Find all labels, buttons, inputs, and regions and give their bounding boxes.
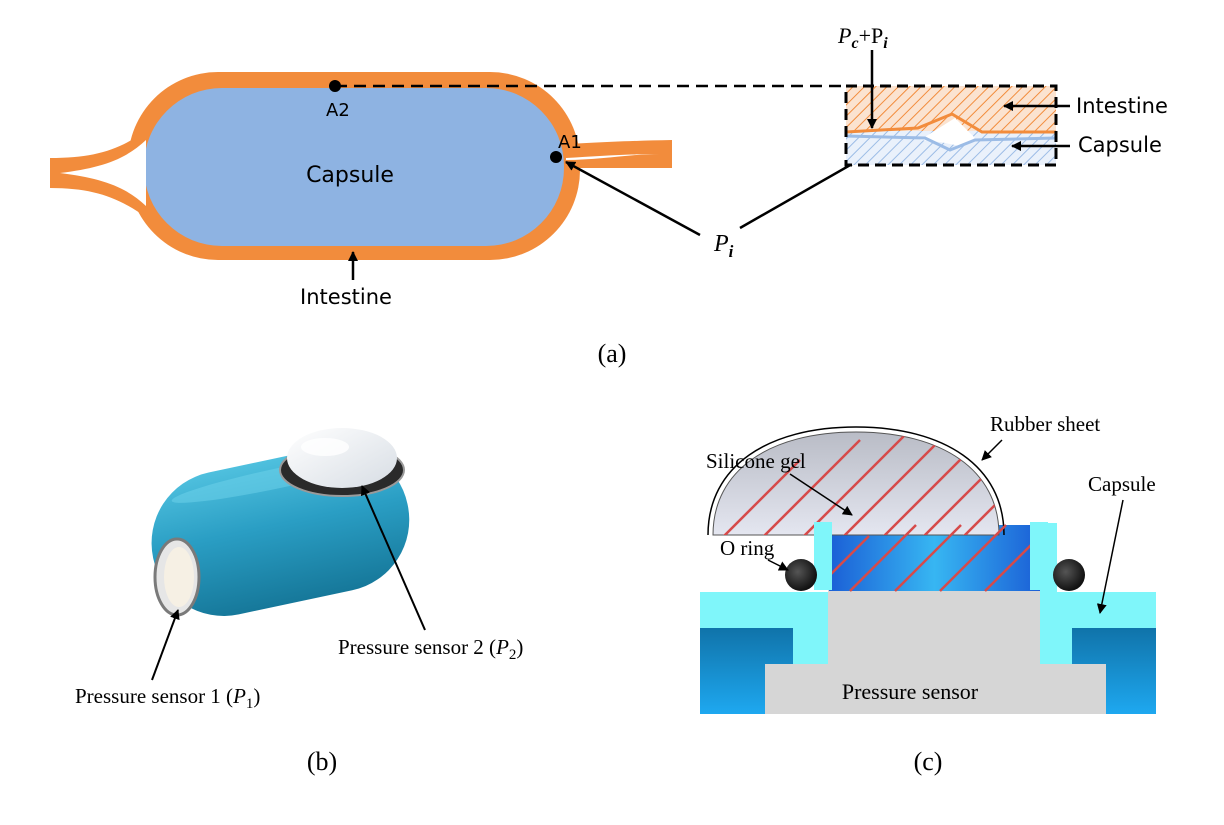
silicone-gel-label: Silicone gel (706, 449, 806, 473)
rubber-sheet-outline (707, 426, 1005, 536)
capsule-arrow-c (1096, 499, 1124, 614)
o-ring-right (1053, 559, 1085, 591)
intestine-right-tube (555, 140, 672, 168)
inset-detail: Pc+Pi Intestine Capsule (837, 23, 1168, 167)
inset-capsule-label: Capsule (1078, 133, 1162, 157)
capsule-label-c: Capsule (1088, 472, 1156, 496)
o-ring-left (785, 559, 817, 591)
point-a2-label: A2 (326, 100, 350, 121)
silicone-gel-arrow (789, 473, 853, 516)
pressure-sensor-2-dome (287, 428, 397, 488)
sensor-1-arrow (151, 609, 180, 681)
pressure-sensor-1-face (164, 547, 194, 607)
left-gap (60, 140, 146, 206)
rubber-sheet-arrow (981, 439, 1003, 461)
intestine-label: Intestine (300, 285, 392, 309)
inset-intestine-label: Intestine (1076, 94, 1168, 118)
point-a1-marker (550, 151, 562, 163)
o-ring-arrow (767, 559, 789, 571)
inset-deformation-white (920, 118, 975, 146)
wall-post-left (814, 522, 832, 590)
panel-b: Pressure sensor 2 (P2) Pressure sensor 1… (75, 428, 523, 776)
o-ring-label: O ring (720, 536, 775, 560)
caption-a: (a) (598, 339, 627, 368)
pressure-sensor-label: Pressure sensor (842, 679, 979, 704)
rubber-sheet-label: Rubber sheet (990, 412, 1100, 436)
inset-intestine-boundary (845, 112, 1056, 134)
pressure-sensor-body (765, 589, 1106, 714)
sensor-2-label: Pressure sensor 2 (P2) (338, 635, 523, 663)
pi-arrow-to-a1 (565, 160, 701, 237)
wall-post-right (1030, 522, 1048, 590)
panel-c: Pressure sensor Rubber sheet Silicone ge… (700, 412, 1156, 776)
inset-frame (844, 84, 1058, 167)
caption-b: (b) (307, 747, 337, 776)
inset-pressure-label: Pc+Pi (837, 23, 888, 52)
pi-label: Pi (713, 231, 734, 261)
capsule-label: Capsule (306, 163, 394, 188)
silicone-gel-column (829, 525, 1040, 591)
sensor-1-label: Pressure sensor 1 (P1) (75, 684, 260, 712)
sensor-2-arrow (361, 485, 426, 631)
caption-c: (c) (914, 747, 943, 776)
panel-a: Capsule A2 A1 Intestine Pi Pc+Pi (50, 23, 1168, 368)
right-gap (566, 154, 660, 160)
inset-capsule-boundary (845, 134, 1057, 152)
pressure-sensor-2-shine (301, 438, 349, 456)
capsule-body (144, 88, 564, 246)
point-a1-label: A1 (558, 132, 582, 153)
